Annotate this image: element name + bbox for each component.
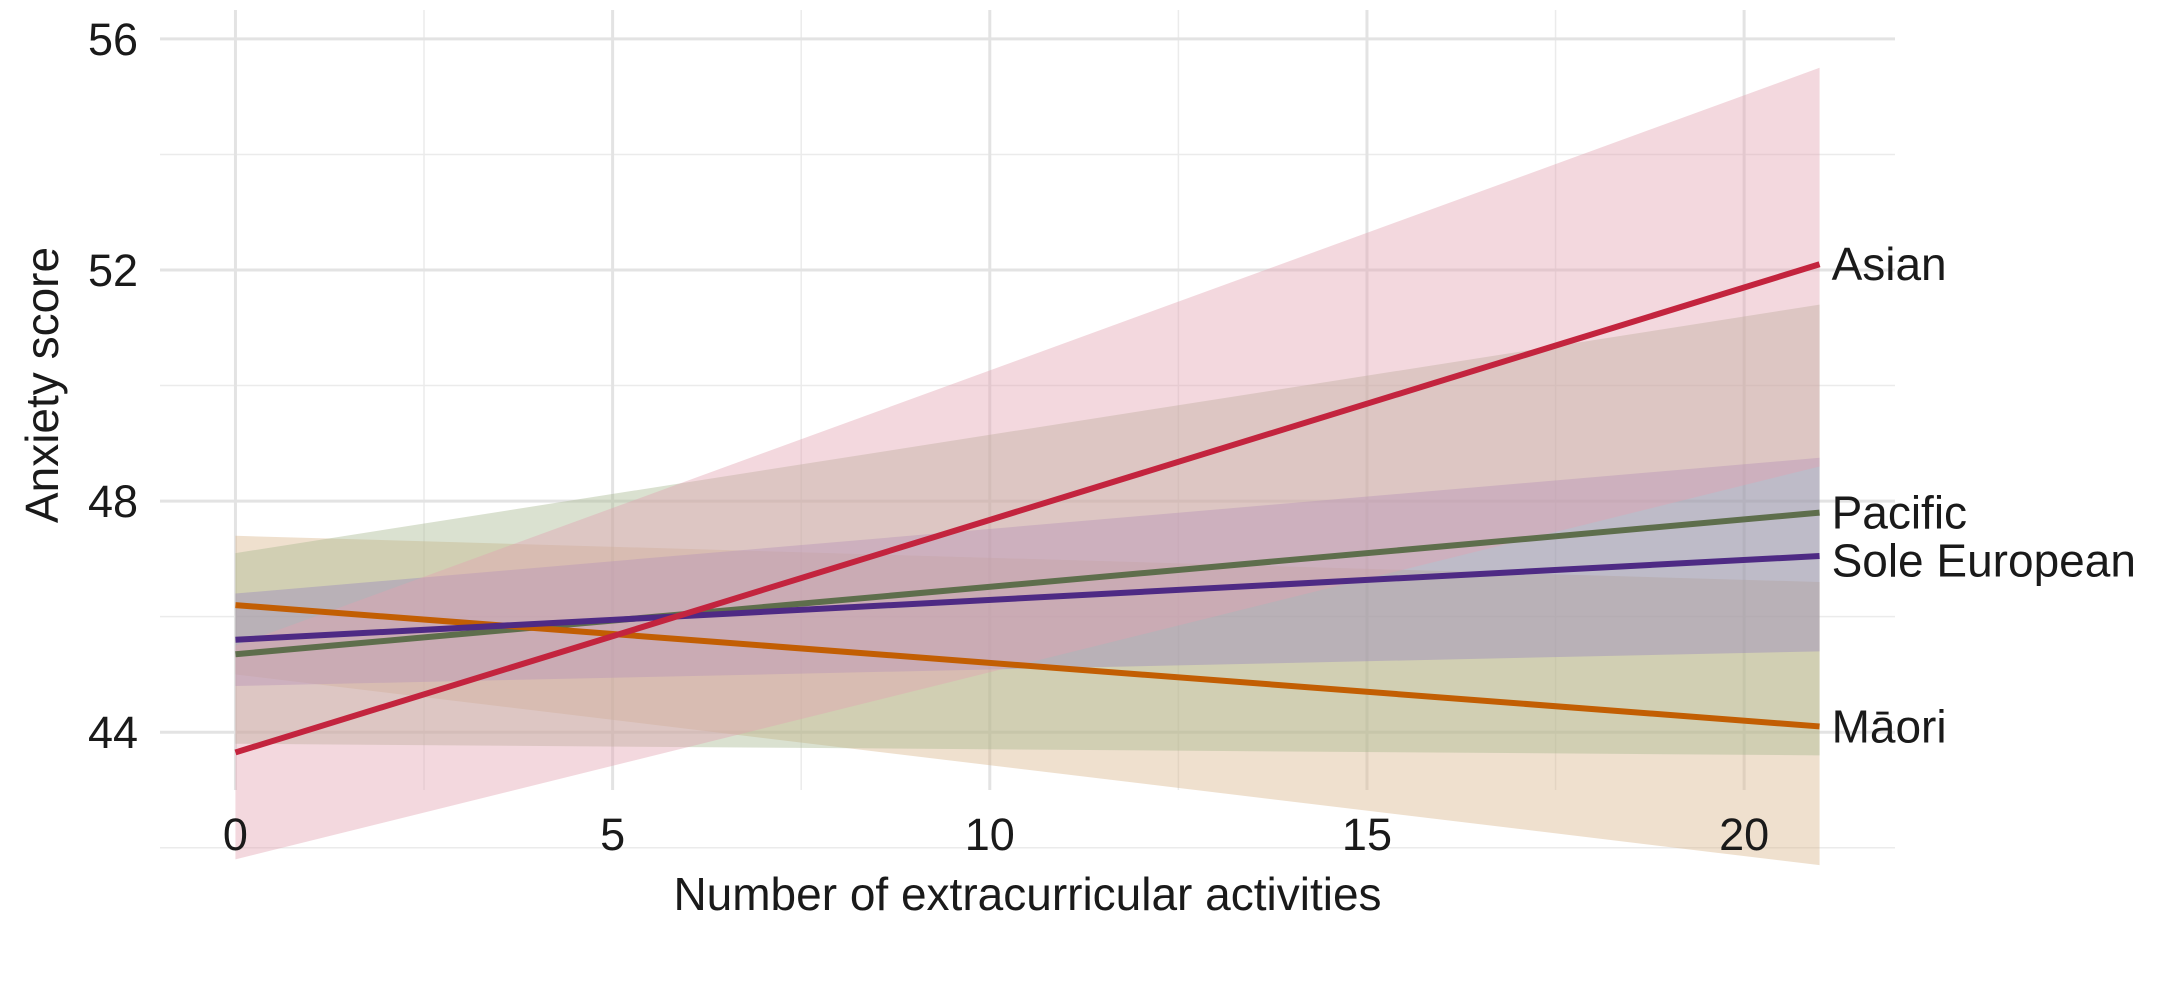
minor-gridlines xyxy=(160,10,1895,849)
series-label: Pacific xyxy=(1832,487,1967,539)
series-line xyxy=(235,509,1820,658)
series-label: Sole European xyxy=(1832,535,2136,587)
y-tick-label: 52 xyxy=(88,245,138,296)
y-tick-label: 44 xyxy=(88,707,138,758)
x-tick-label: 10 xyxy=(965,809,1015,860)
x-tick-label: 20 xyxy=(1719,809,1769,860)
y-axis-title: Anxiety score xyxy=(16,247,68,523)
series-line xyxy=(234,261,1821,756)
x-axis-tick-labels: 0 5 10 15 20 xyxy=(223,809,1769,860)
series-label: Māori xyxy=(1832,700,1947,752)
confidence-band xyxy=(235,67,1820,860)
series-label: Asian xyxy=(1832,238,1947,290)
y-tick-label: 56 xyxy=(88,14,138,65)
series-lines xyxy=(234,261,1821,756)
confidence-bands xyxy=(235,67,1820,866)
y-tick-label: 48 xyxy=(88,476,138,527)
major-gridlines xyxy=(160,10,1895,790)
series-line xyxy=(235,553,1820,643)
confidence-band xyxy=(235,304,1820,756)
y-axis-tick-labels: 44 48 52 56 xyxy=(88,14,138,758)
x-axis-title: Number of extracurricular activities xyxy=(673,868,1381,920)
x-tick-label: 15 xyxy=(1342,809,1392,860)
x-tick-label: 5 xyxy=(600,809,625,860)
x-tick-label: 0 xyxy=(223,809,248,860)
